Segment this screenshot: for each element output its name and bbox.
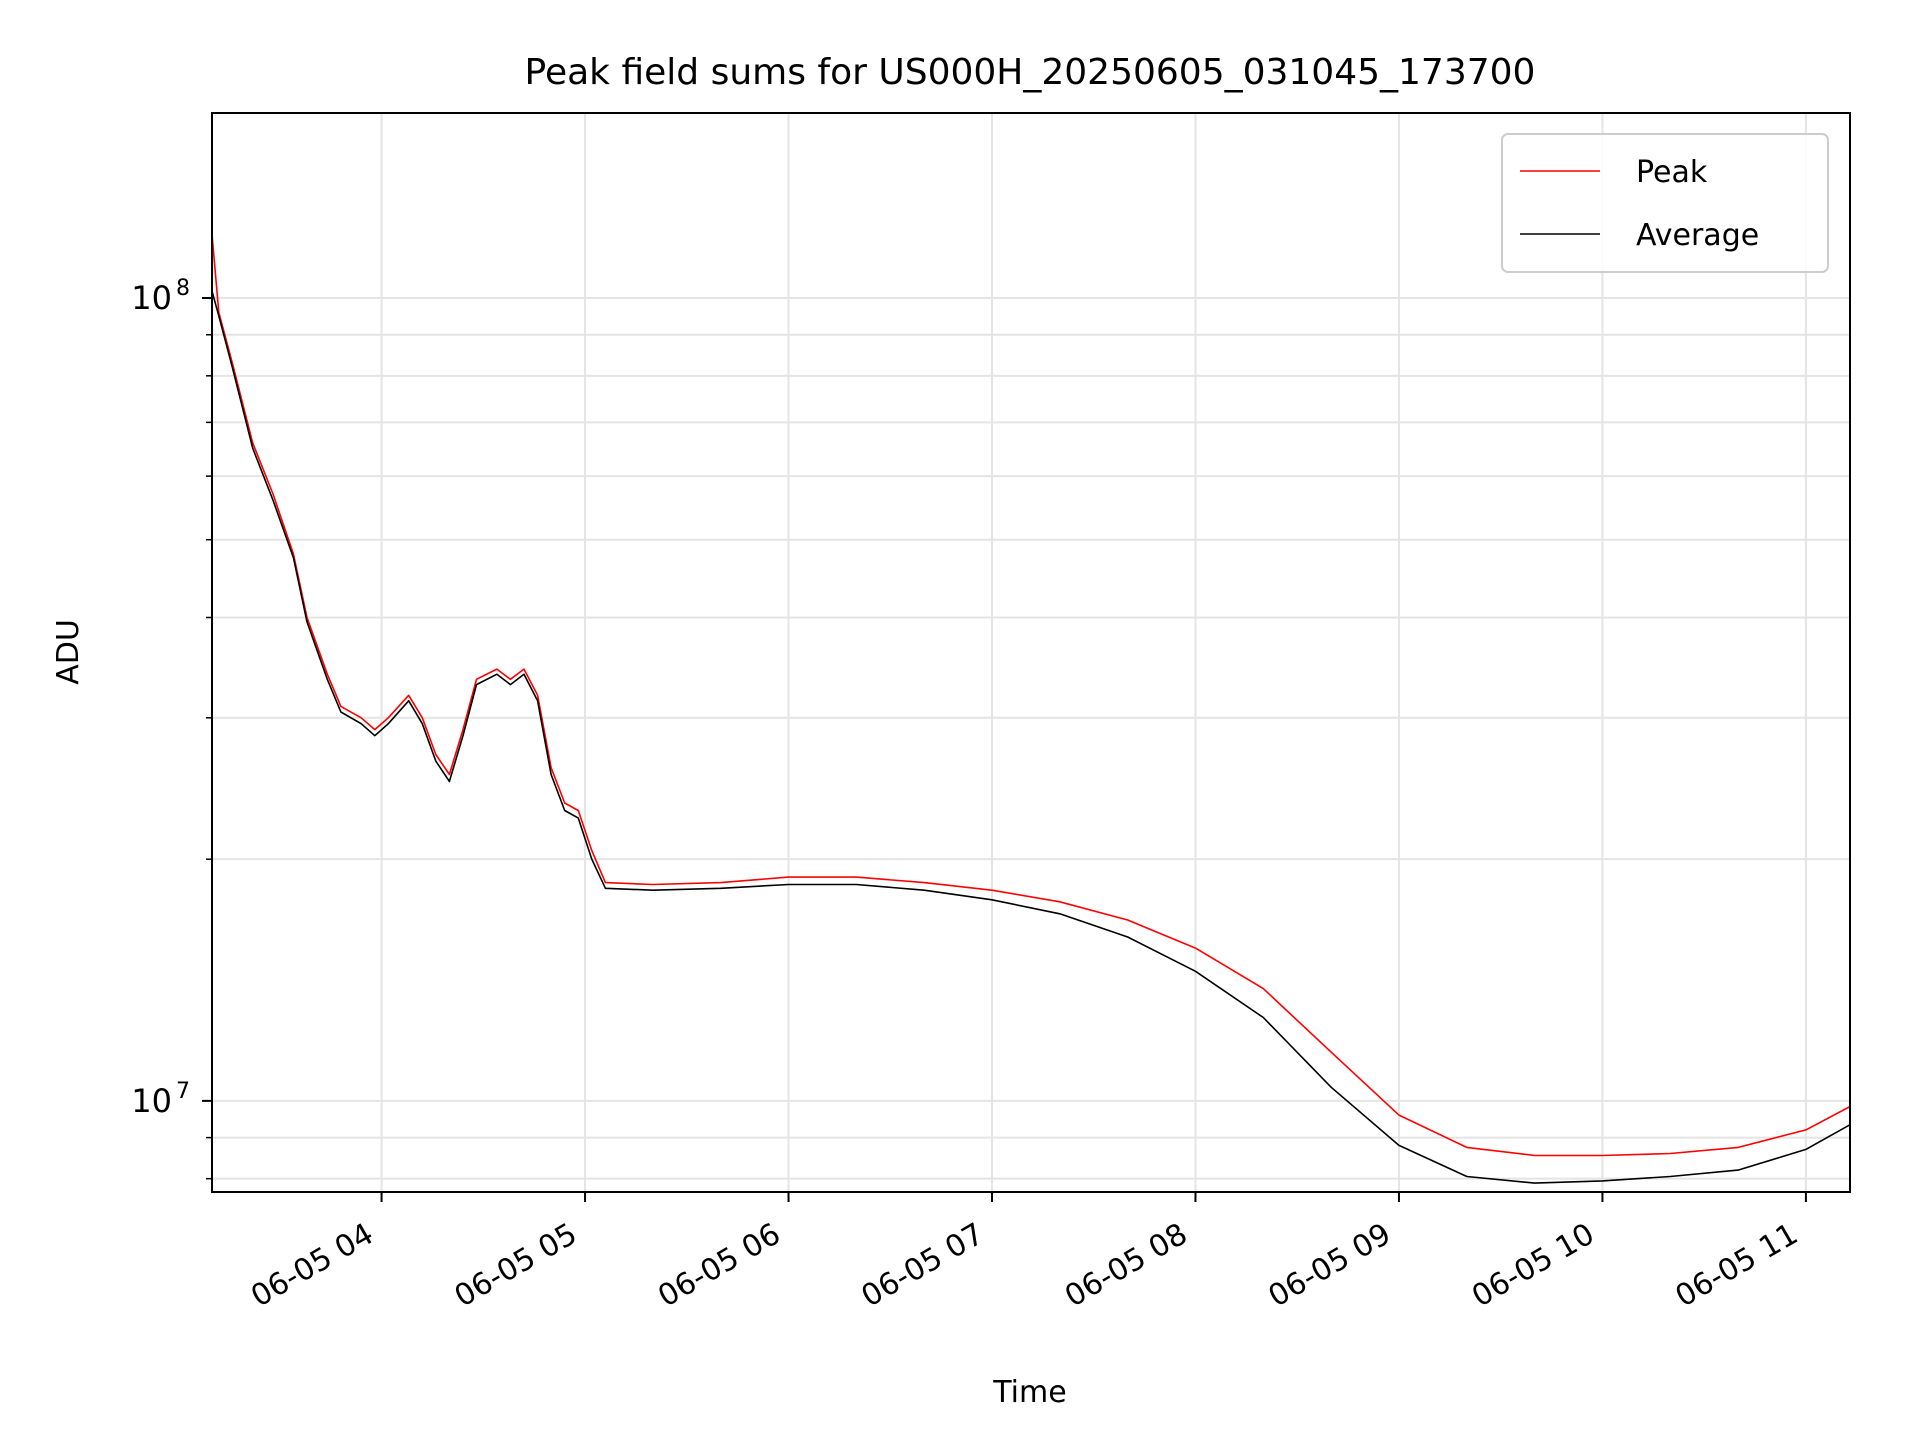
plot-area xyxy=(211,112,1851,1193)
series-line-peak xyxy=(212,234,1850,1157)
x-axis-label: Time xyxy=(992,1375,1066,1410)
series-line-average xyxy=(212,290,1850,1184)
y-tick-label: 10 7 xyxy=(131,1079,190,1120)
y-tick-label: 10 8 xyxy=(131,276,190,317)
y-axis-label: ADU xyxy=(51,619,86,685)
grid xyxy=(212,113,1850,1192)
chart-title: Peak field sums for US000H_20250605_0310… xyxy=(525,52,1536,93)
legend: Peak Average xyxy=(1501,133,1829,273)
legend-average-label: Average xyxy=(1636,218,1759,253)
plot-frame xyxy=(211,112,1851,1193)
legend-box xyxy=(1501,133,1829,273)
legend-peak-label: Peak xyxy=(1636,155,1708,190)
